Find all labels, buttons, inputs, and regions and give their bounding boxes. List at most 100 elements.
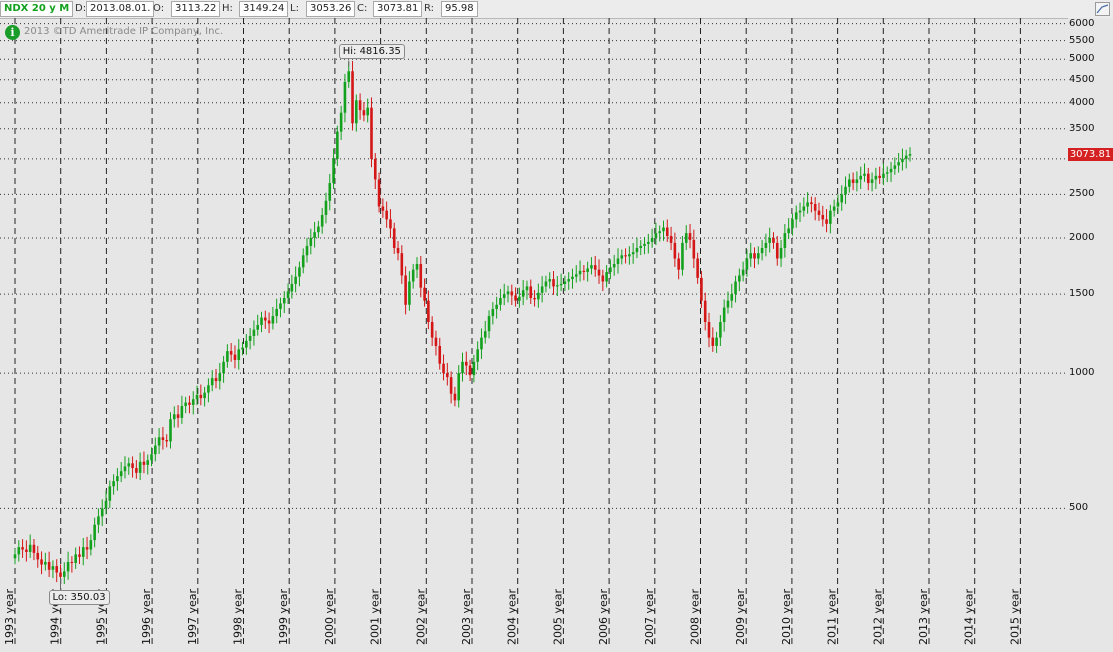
candle-body — [36, 552, 40, 560]
candle-body — [146, 460, 150, 465]
candle-body — [499, 298, 502, 305]
candle-body — [506, 291, 510, 295]
candle-body — [779, 247, 783, 259]
candle-body — [601, 275, 605, 282]
y-tick-label: 5000 — [1069, 53, 1095, 65]
candle-body — [271, 316, 275, 324]
candle-body — [294, 276, 297, 284]
candle-body — [252, 329, 256, 336]
low-label: L: — [290, 3, 299, 14]
candle-body — [396, 247, 400, 254]
candle-body — [385, 210, 388, 220]
candle-body — [336, 131, 339, 159]
y-tick-label: 1000 — [1069, 367, 1095, 379]
candle-body — [889, 168, 893, 173]
candle-body — [703, 300, 707, 322]
candle-body — [593, 265, 597, 270]
candle-body — [131, 463, 134, 469]
symbol-field[interactable]: NDX 20 y M — [0, 1, 74, 17]
candle-body — [696, 258, 699, 278]
candle-body — [518, 296, 521, 301]
candle-body — [161, 437, 165, 441]
candle-body — [514, 295, 517, 301]
candle-body — [279, 303, 282, 309]
candle-body — [415, 264, 419, 270]
candle-body — [893, 165, 897, 169]
candle-body — [635, 247, 639, 253]
x-tick-label: 2015 year — [1008, 588, 1021, 645]
candle-body — [552, 279, 555, 287]
candle-body — [169, 419, 172, 442]
candle-body — [411, 269, 415, 282]
candle-body — [347, 71, 351, 82]
low-value: 3053.26 — [306, 1, 356, 17]
candle-body — [870, 179, 874, 184]
y-tick-label: 3500 — [1069, 122, 1095, 134]
candle-body — [904, 155, 908, 159]
candle-body — [787, 228, 790, 234]
y-tick-label: 5500 — [1069, 34, 1095, 46]
x-tick-label: 1993 year — [3, 588, 16, 645]
candle-body — [616, 258, 620, 265]
low-marker-label: Lo: 350.03 — [48, 589, 110, 605]
candle-body — [55, 566, 59, 573]
candle-body — [700, 277, 703, 301]
date-label: D: — [75, 3, 87, 14]
high-marker-label: Hi: 4816.35 — [338, 44, 405, 60]
candle-body — [855, 179, 859, 184]
candle-body — [844, 186, 847, 195]
candle-body — [282, 298, 286, 304]
candle-body — [245, 340, 248, 348]
candle-body — [408, 281, 411, 305]
price-chart[interactable]: 1993 year 1994 year 1995 year 1996 year 1997… — [0, 18, 1068, 648]
candle-body — [794, 212, 798, 220]
candle-body — [753, 253, 756, 259]
candle-body — [442, 363, 445, 374]
candle-body — [404, 275, 407, 305]
price-axis[interactable]: 5001000150020002500300035004000450050005… — [1068, 18, 1113, 648]
trend-icon — [1096, 4, 1109, 14]
candle-body — [859, 175, 862, 180]
candle-body — [457, 373, 461, 401]
candle-body — [738, 275, 741, 282]
x-tick-label: 2008 year — [689, 588, 702, 645]
range-label: R: — [424, 3, 435, 14]
candle-body — [381, 206, 385, 211]
close-label: C: — [357, 3, 368, 14]
candle-body — [874, 175, 878, 180]
candle-body — [305, 245, 309, 256]
candle-body — [783, 233, 787, 248]
candle-body — [446, 373, 449, 378]
candle-body — [901, 158, 904, 163]
candle-body — [620, 255, 624, 259]
candle-body — [654, 233, 658, 238]
candle-body — [480, 337, 483, 350]
x-tick-label: 2006 year — [597, 588, 610, 645]
candle-body — [605, 271, 608, 282]
candle-body — [533, 298, 536, 300]
candle-body — [74, 554, 77, 563]
candle-body — [537, 292, 540, 300]
candle-body — [813, 204, 817, 211]
candle-body — [669, 236, 673, 243]
candle-body — [681, 242, 684, 270]
candle-body — [658, 231, 662, 234]
candle-body — [817, 210, 821, 215]
candle-body — [229, 351, 233, 355]
copyright-text: 2013 ©TD Ameritrade IP Company, Inc. — [24, 26, 224, 37]
info-icon[interactable]: i — [5, 25, 20, 40]
candle-body — [188, 402, 191, 405]
candle-body — [707, 321, 711, 338]
x-tick-label: 2003 year — [460, 588, 473, 645]
candle-body — [502, 294, 506, 299]
x-tick-label: 1998 year — [232, 588, 245, 645]
candle-body — [571, 276, 574, 280]
candle-body — [612, 264, 616, 268]
candle-body — [461, 361, 464, 374]
candle-body — [851, 179, 855, 184]
x-tick-label: 2000 year — [323, 588, 336, 645]
chart-settings-button[interactable] — [1095, 2, 1110, 16]
candle-body — [320, 214, 324, 227]
candle-body — [127, 463, 131, 467]
candle-body — [487, 316, 491, 332]
